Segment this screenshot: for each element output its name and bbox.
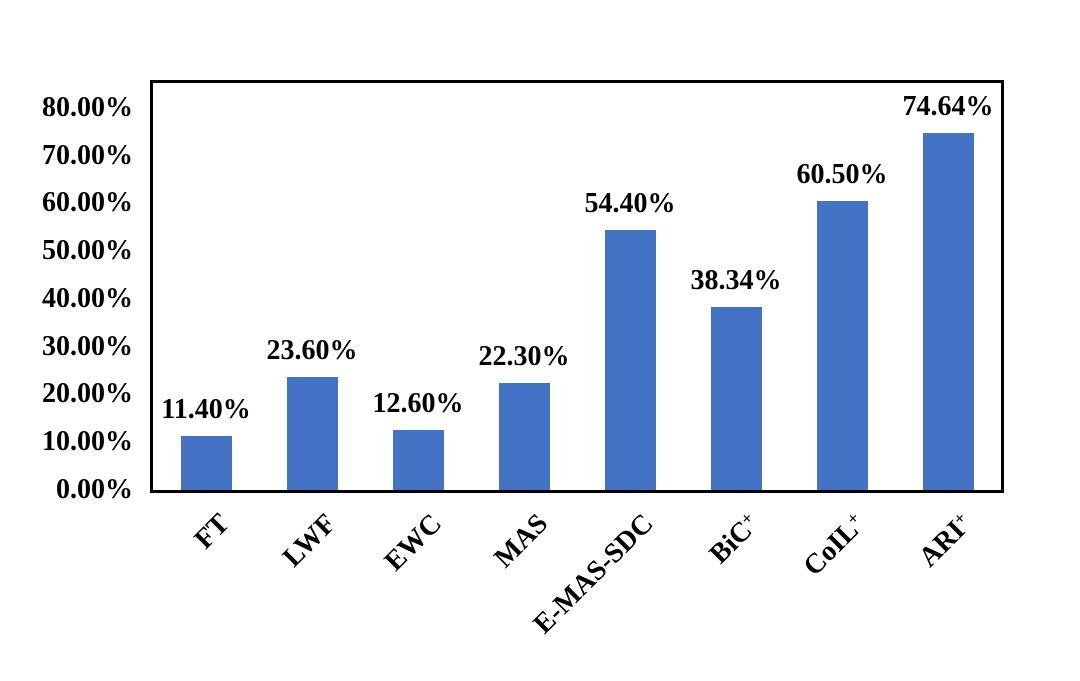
bar xyxy=(816,201,868,490)
bar xyxy=(710,306,762,490)
bar-value-label: 38.34% xyxy=(690,264,782,296)
bar xyxy=(392,429,444,490)
bar xyxy=(498,383,550,490)
x-tick-label: BiC+ xyxy=(703,508,759,570)
y-axis-tick-labels: 0.00% 10.00% 20.00% 30.00% 40.00% 50.00% 60.00… xyxy=(0,83,133,505)
x-tick-label: E-MAS-SDC xyxy=(528,508,660,640)
y-tick-label: 70.00% xyxy=(42,139,133,171)
bar xyxy=(286,377,338,490)
bar-value-label: 23.60% xyxy=(266,335,358,367)
x-tick-label: ARI+ xyxy=(912,508,971,574)
y-tick-label: 30.00% xyxy=(42,330,133,362)
x-tick-label: EWC xyxy=(378,508,448,578)
y-tick-label: 80.00% xyxy=(42,91,133,123)
bar-value-label: 54.40% xyxy=(584,188,676,220)
y-tick-label: 20.00% xyxy=(42,378,133,410)
bar-value-label: 74.64% xyxy=(902,91,994,123)
x-tick-label: FT xyxy=(188,508,236,556)
superscript-plus: + xyxy=(949,508,970,529)
bar xyxy=(922,133,974,490)
plot-area: 11.40% 23.60% 12.60% 22.30% 54.40% 38.34% 60.5… xyxy=(153,83,1001,490)
x-tick-label: MAS xyxy=(487,508,554,574)
bar xyxy=(180,435,232,490)
bar-value-label: 11.40% xyxy=(161,393,251,425)
y-tick-label: 40.00% xyxy=(42,282,133,314)
bar-value-label: 60.50% xyxy=(796,159,888,190)
x-tick-label: CoIL+ xyxy=(797,508,865,583)
y-tick-label: 0.00% xyxy=(56,474,133,505)
y-tick-label: 50.00% xyxy=(42,235,133,267)
superscript-plus: + xyxy=(737,508,758,529)
bar xyxy=(604,230,656,490)
superscript-plus: + xyxy=(843,508,864,529)
bar-value-label: 12.60% xyxy=(372,387,464,419)
bar-value-label: 22.30% xyxy=(478,341,570,373)
y-tick-label: 10.00% xyxy=(42,426,133,458)
y-tick-label: 60.00% xyxy=(42,187,133,219)
x-tick-label: LWF xyxy=(276,508,342,574)
